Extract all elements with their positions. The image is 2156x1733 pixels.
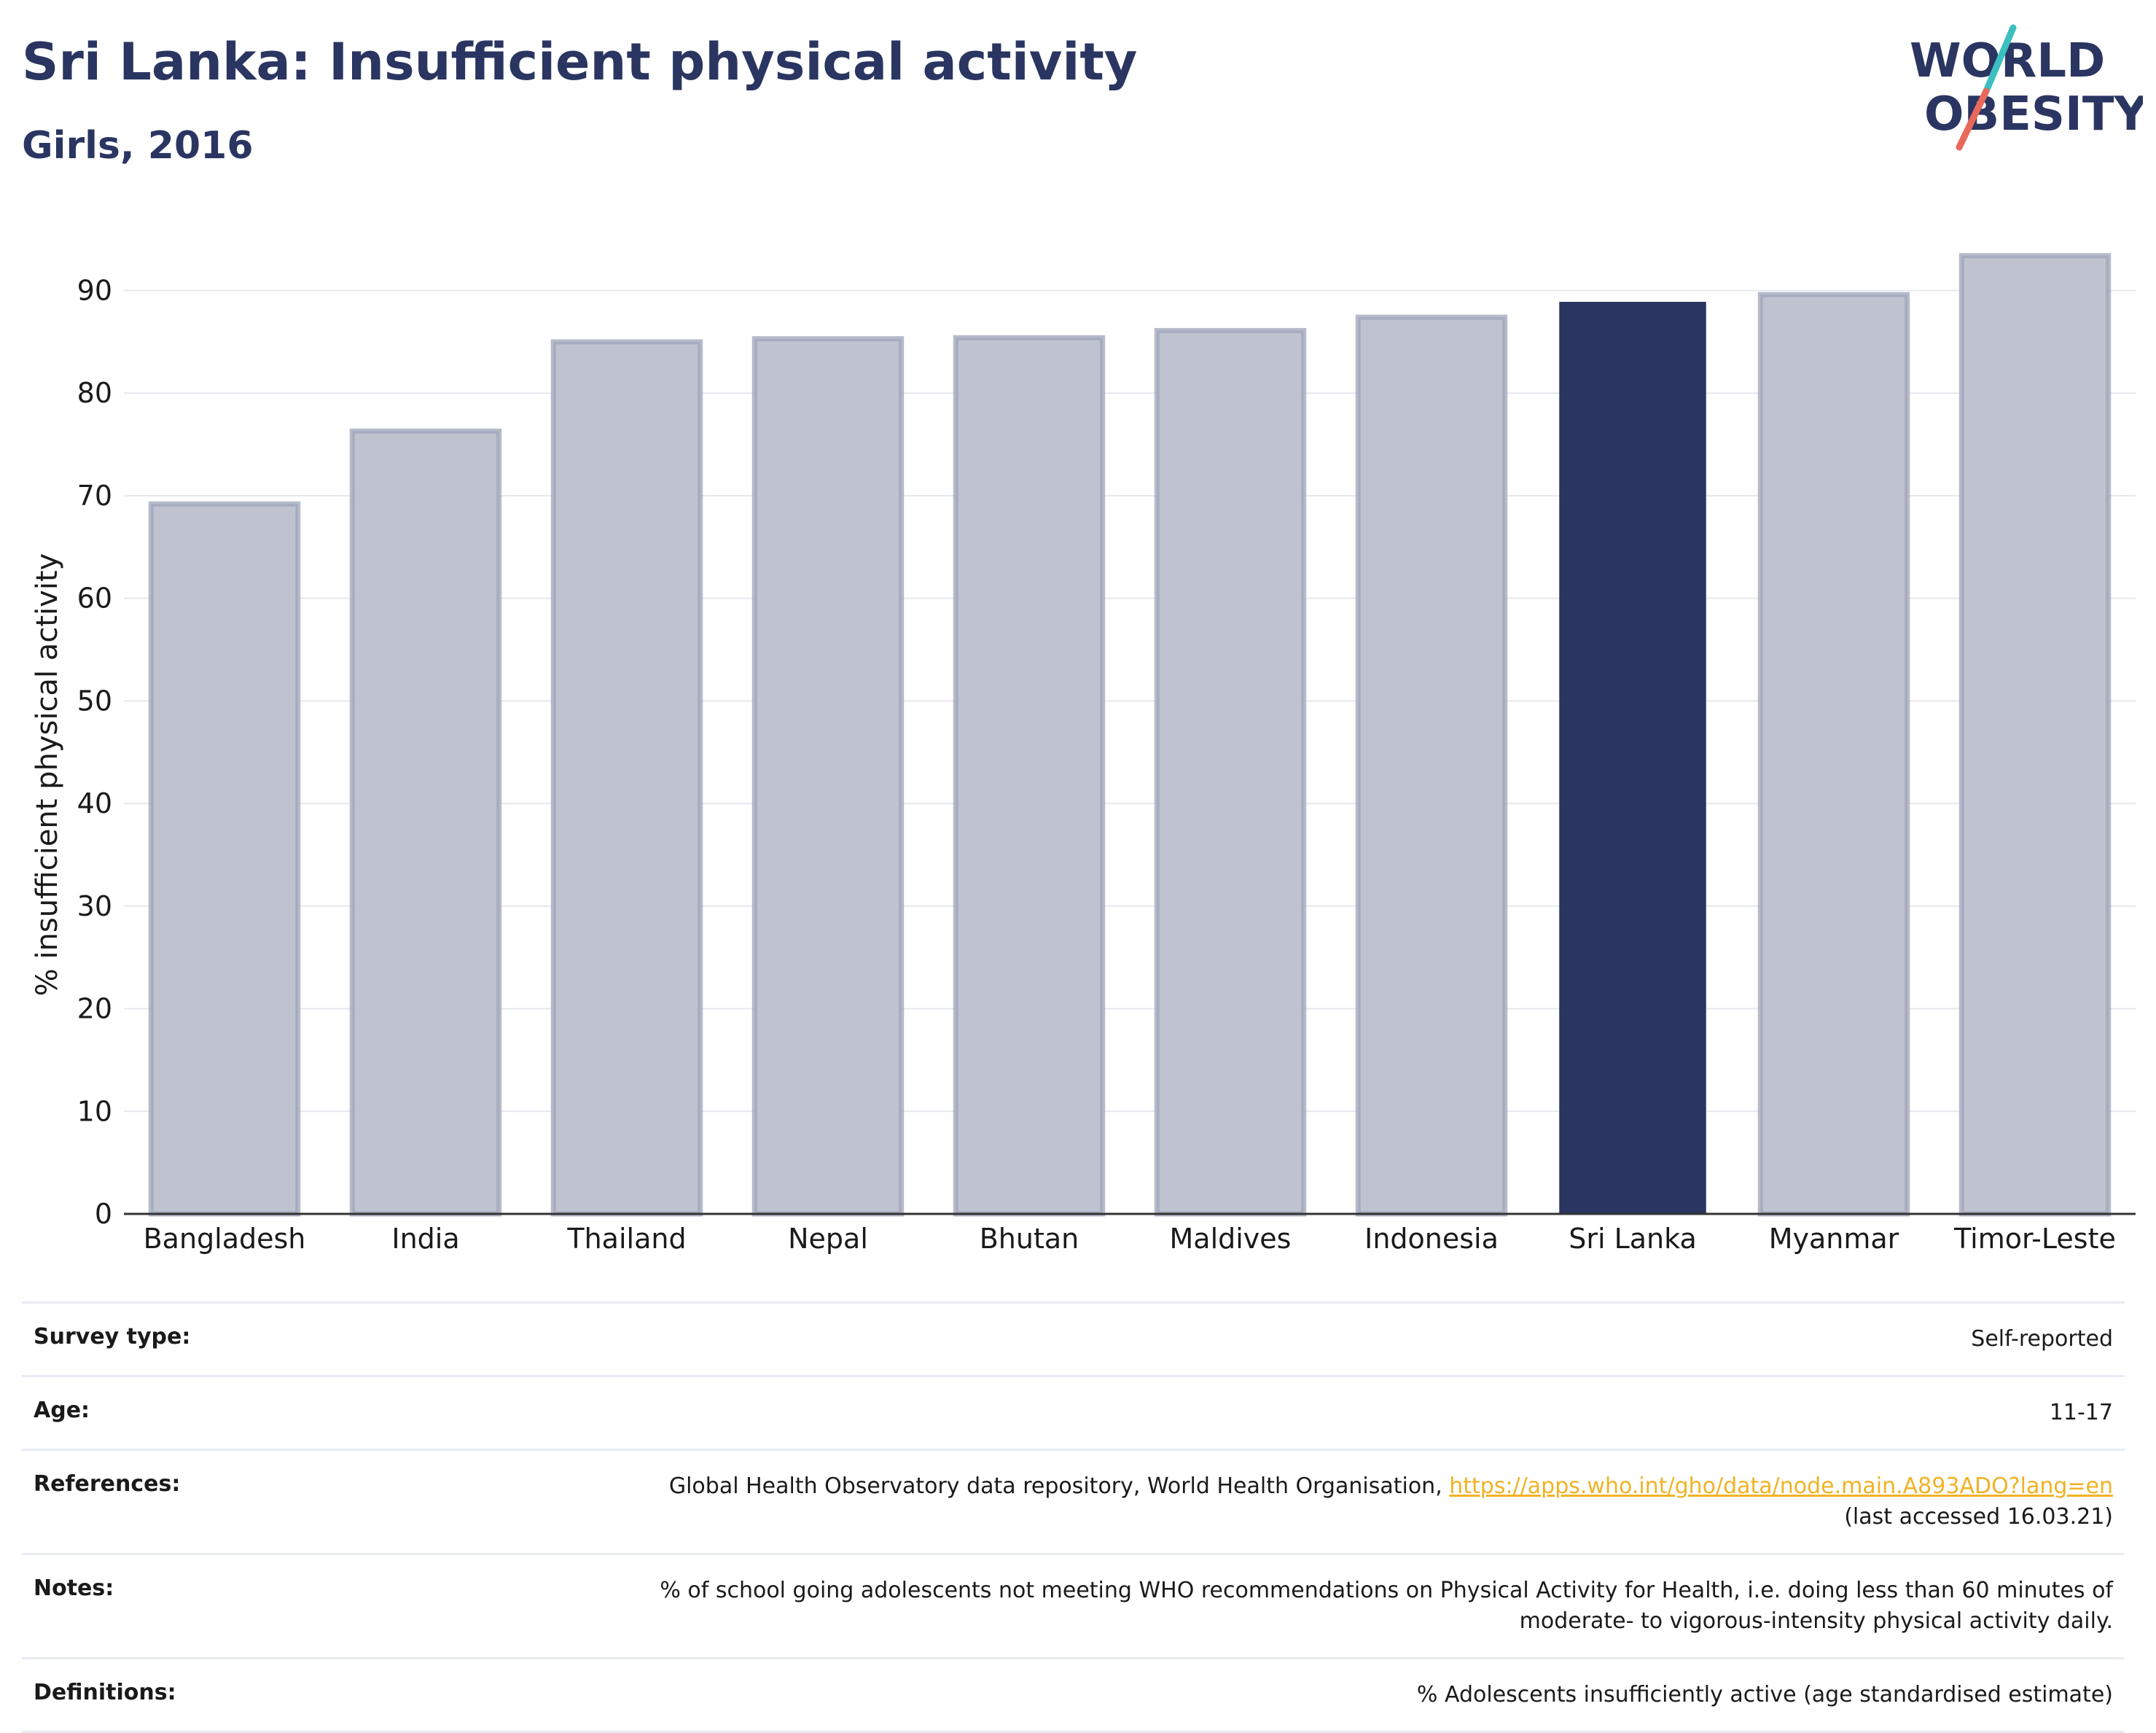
bar-timor-leste xyxy=(1958,253,2112,1217)
bar-indonesia xyxy=(1355,314,1508,1217)
references-label: References: xyxy=(34,1471,181,1497)
notes-label: Notes: xyxy=(34,1576,114,1601)
notes-line1: % of school going adolescents not meetin… xyxy=(660,1578,2113,1603)
bar-nepal xyxy=(751,336,905,1217)
logo-slash-top-icon xyxy=(1983,24,2017,95)
x-tick-label-timor-leste: Timor-Leste xyxy=(1953,1223,2116,1254)
y-tick-label-50: 50 xyxy=(77,685,112,717)
references-value: Global Health Observatory data repositor… xyxy=(180,1471,2113,1533)
y-axis-title: % insufficient physical activity xyxy=(31,553,64,997)
notes-value: % of school going adolescents not meetin… xyxy=(114,1576,2113,1637)
logo-line2: OBESITY xyxy=(1924,87,2143,141)
info-row-age: Age: 11-17 xyxy=(22,1377,2125,1451)
definitions-label: Definitions: xyxy=(34,1680,176,1705)
chart-title: Sri Lanka: Insufficient physical activit… xyxy=(22,32,1138,92)
x-tick-label-sri-lanka: Sri Lanka xyxy=(1569,1223,1697,1254)
y-tick-label-20: 20 xyxy=(77,993,112,1025)
logo-slash-bottom-icon xyxy=(1956,87,1990,151)
bar-maldives xyxy=(1154,327,1307,1217)
bar-myanmar xyxy=(1757,292,1910,1217)
y-tick-label-0: 0 xyxy=(95,1198,112,1230)
references-link[interactable]: https://apps.who.int/gho/data/node.main.… xyxy=(1449,1473,2113,1499)
chart-subtitle: Girls, 2016 xyxy=(22,124,254,168)
y-tick-label-30: 30 xyxy=(77,890,112,922)
info-row-survey-type: Survey type: Self-reported xyxy=(22,1304,2125,1377)
y-tick-label-60: 60 xyxy=(77,583,112,615)
x-tick-label-myanmar: Myanmar xyxy=(1769,1223,1899,1254)
x-tick-label-indonesia: Indonesia xyxy=(1364,1223,1499,1254)
info-row-definitions: Definitions: % Adolescents insufficientl… xyxy=(22,1659,2125,1733)
definitions-value: % Adolescents insufficiently active (age… xyxy=(1416,1682,2113,1707)
survey-type-value: Self-reported xyxy=(1971,1326,2113,1352)
y-tick-labels: 0 10 20 30 40 50 60 70 80 90 xyxy=(77,275,112,1230)
info-table: Survey type: Self-reported Age: 11-17 Re… xyxy=(22,1301,2125,1733)
bar-chart: 0 10 20 30 40 50 60 70 80 90 Bangladesh India Thail… xyxy=(31,253,2136,1254)
x-tick-labels: Bangladesh India Thailand Nepal Bhutan Maldiv… xyxy=(144,1223,2116,1254)
bar-sri-lanka xyxy=(1559,301,1706,1214)
bars xyxy=(148,253,2112,1217)
x-tick-label-india: India xyxy=(391,1223,459,1254)
info-row-references: References: Global Health Observatory da… xyxy=(22,1451,2125,1555)
references-accessed: (last accessed 16.03.21) xyxy=(1844,1504,2113,1530)
bar-thailand xyxy=(550,339,703,1217)
y-tick-label-80: 80 xyxy=(77,377,112,409)
x-tick-label-bangladesh: Bangladesh xyxy=(144,1223,306,1254)
y-tick-label-90: 90 xyxy=(77,275,112,307)
x-tick-label-nepal: Nepal xyxy=(788,1223,868,1254)
info-row-notes: Notes: % of school going adolescents not… xyxy=(22,1555,2125,1659)
y-tick-label-70: 70 xyxy=(77,480,112,512)
bar-bangladesh xyxy=(148,501,301,1217)
notes-line2: moderate- to vigorous-intensity physical… xyxy=(1519,1608,2113,1634)
x-tick-label-bhutan: Bhutan xyxy=(980,1223,1079,1254)
x-tick-label-thailand: Thailand xyxy=(566,1223,686,1254)
y-tick-label-10: 10 xyxy=(77,1095,112,1127)
bar-bhutan xyxy=(953,335,1106,1217)
world-obesity-logo: WORLD OBESITY xyxy=(1910,24,2143,151)
y-tick-label-40: 40 xyxy=(77,787,112,819)
survey-type-label: Survey type: xyxy=(34,1324,191,1350)
x-tick-label-maldives: Maldives xyxy=(1170,1223,1292,1254)
bar-india xyxy=(349,428,502,1217)
age-value: 11-17 xyxy=(2049,1400,2113,1425)
age-label: Age: xyxy=(34,1398,90,1423)
references-text: Global Health Observatory data repositor… xyxy=(668,1473,1450,1499)
